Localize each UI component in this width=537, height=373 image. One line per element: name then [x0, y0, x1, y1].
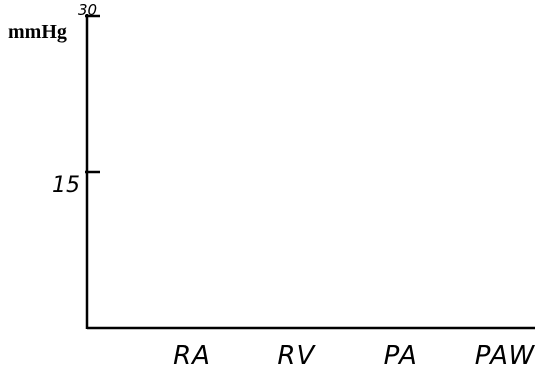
y-tick-label-15: 15	[52, 173, 80, 198]
y-axis-unit-label: mmHg	[8, 21, 67, 43]
x-category-label-pa: PA	[384, 341, 418, 369]
y-tick-label-30: 30	[78, 1, 97, 19]
x-category-label-paw: PAW	[475, 341, 536, 369]
x-category-label-ra: RA	[173, 341, 211, 369]
x-category-label-rv: RV	[277, 341, 316, 369]
